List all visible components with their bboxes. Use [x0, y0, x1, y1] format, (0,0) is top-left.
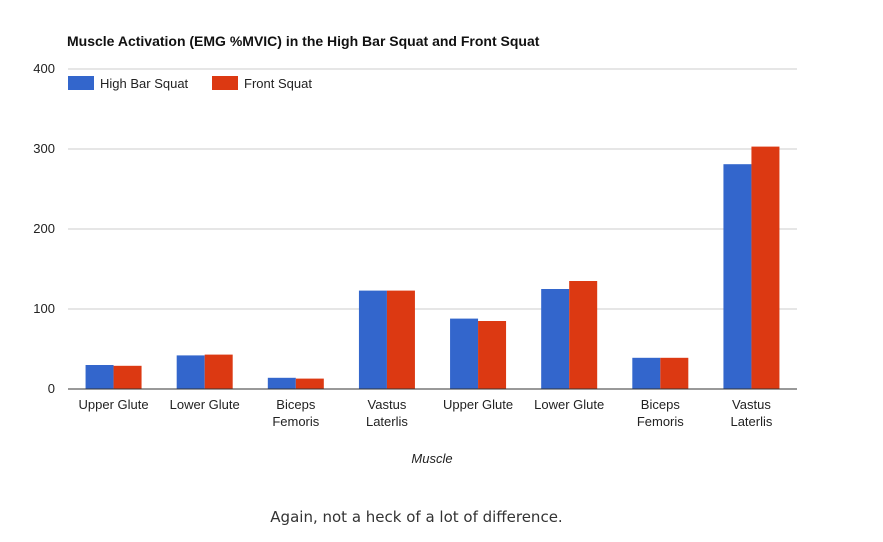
bar-high-bar-2 — [176, 355, 205, 389]
bar-high-bar-3 — [267, 377, 296, 389]
bar-high-bar-6 — [541, 289, 570, 389]
x-tick-label-line: Upper Glute — [79, 397, 149, 412]
y-tick-label: 300 — [33, 141, 55, 156]
x-tick-label: Vastus Laterlis — [366, 397, 408, 429]
x-tick-label: Upper Glute — [443, 397, 513, 412]
x-tick-label: Biceps Femoris — [637, 397, 684, 429]
bar-high-bar-4 — [358, 290, 387, 389]
x-tick-label-line: Upper Glute — [443, 397, 513, 412]
x-tick-label-line: Laterlis — [730, 414, 772, 429]
bar-front-6 — [569, 281, 598, 389]
x-tick-label-line: Biceps — [276, 397, 316, 412]
chart-title: Muscle Activation (EMG %MVIC) in the Hig… — [67, 33, 540, 49]
bar-high-bar-8 — [723, 164, 752, 389]
legend-swatch — [68, 76, 94, 90]
x-tick-label-line: Femoris — [272, 414, 319, 429]
bar-front-5 — [478, 321, 507, 389]
legend-swatch — [212, 76, 238, 90]
bar-front-7 — [660, 357, 689, 389]
x-tick-label-line: Lower Glute — [170, 397, 240, 412]
caption: Again, not a heck of a lot of difference… — [270, 508, 563, 526]
chart-panel: 0 100 200 300 400 Upper Glute Lower Glute Bicep… — [33, 33, 797, 466]
x-tick-label: Lower Glute — [534, 397, 604, 412]
x-tick-label-line: Vastus — [732, 397, 771, 412]
x-tick-label-line: Vastus — [368, 397, 407, 412]
bar-high-bar-7 — [632, 357, 661, 389]
x-tick-label: Upper Glute — [79, 397, 149, 412]
x-tick-label: Lower Glute — [170, 397, 240, 412]
bar-high-bar-1 — [85, 365, 114, 389]
bar-front-8 — [751, 146, 780, 389]
y-tick-label: 200 — [33, 221, 55, 236]
x-tick-label: Vastus Laterlis — [730, 397, 772, 429]
bar-chart: 0 100 200 300 400 Upper Glute Lower Glute Bicep… — [33, 61, 797, 466]
bar-front-3 — [295, 378, 324, 389]
x-axis-label: Muscle — [411, 451, 452, 466]
y-tick-label: 0 — [48, 381, 55, 396]
bar-front-2 — [204, 354, 233, 389]
y-tick-label: 100 — [33, 301, 55, 316]
x-tick-label-line: Laterlis — [366, 414, 408, 429]
x-tick-label-line: Lower Glute — [534, 397, 604, 412]
x-tick-label-line: Biceps — [641, 397, 681, 412]
x-tick-label: Biceps Femoris — [272, 397, 319, 429]
y-tick-label: 400 — [33, 61, 55, 76]
bar-front-1 — [113, 365, 142, 389]
legend-label: High Bar Squat — [100, 76, 189, 91]
bar-high-bar-5 — [450, 318, 479, 389]
legend-label: Front Squat — [244, 76, 312, 91]
bar-front-4 — [386, 290, 415, 389]
x-tick-label-line: Femoris — [637, 414, 684, 429]
